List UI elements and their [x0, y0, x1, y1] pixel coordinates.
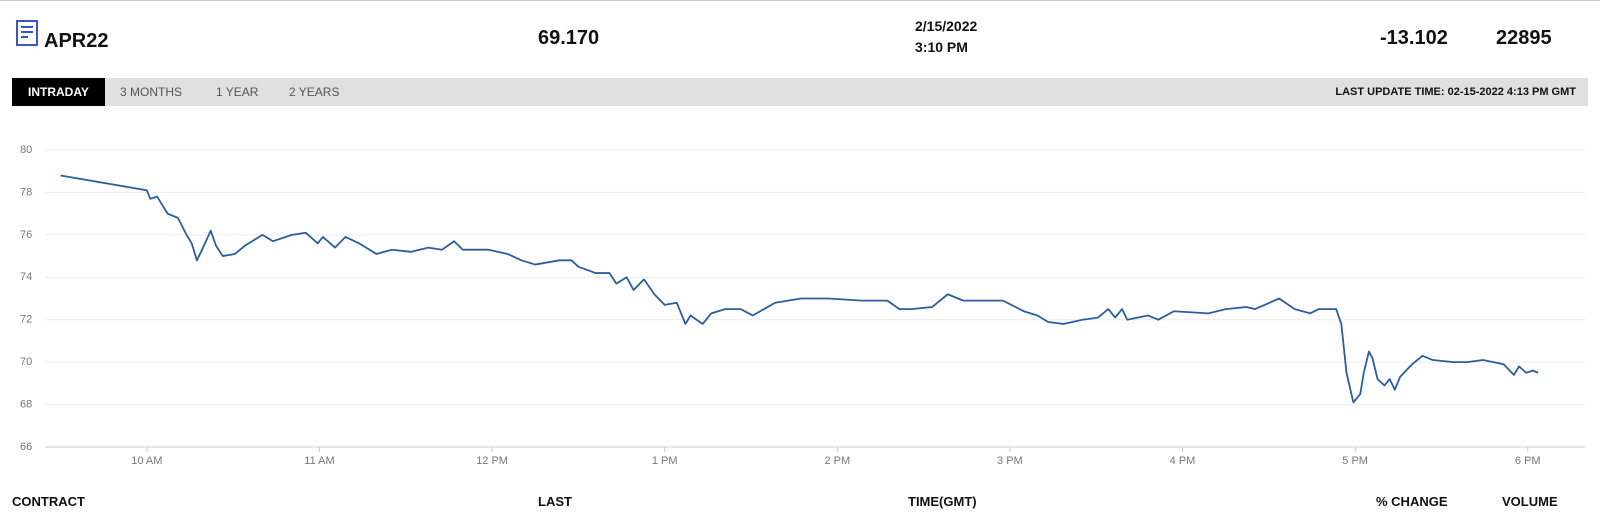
y-tick-label: 66	[20, 441, 32, 453]
x-tick-label: 12 PM	[476, 455, 508, 467]
volume: 22895	[1496, 27, 1552, 49]
tab[interactable]: INTRADAY	[12, 78, 105, 106]
date: 2/15/2022	[915, 18, 978, 34]
x-tick-label: 11 AM	[304, 455, 334, 467]
contract: APR22	[44, 30, 109, 52]
x-tick-label: 3 PM	[997, 455, 1023, 467]
y-tick-label: 78	[20, 186, 32, 198]
time: 3:10 PM	[915, 39, 968, 55]
y-tick-label: 70	[20, 356, 32, 368]
x-tick-label: 1 PM	[652, 455, 678, 467]
y-tick-label: 74	[20, 271, 32, 283]
y-tick-label: 80	[20, 144, 32, 156]
divider	[0, 0, 1600, 1]
price-line	[60, 174, 1539, 404]
tab[interactable]: 1 YEAR	[216, 85, 259, 99]
y-tick-label: 76	[20, 229, 32, 241]
x-tick-label: 6 PM	[1515, 455, 1541, 467]
x-tick-label: 10 AM	[131, 455, 162, 467]
y-tick-label: 68	[20, 398, 32, 410]
column-header: CONTRACT	[12, 494, 85, 509]
last-price: 69.170	[538, 27, 600, 49]
change: -13.102	[1380, 27, 1448, 49]
tab[interactable]: 2 YEARS	[289, 85, 340, 99]
y-tick-label: 72	[20, 314, 32, 326]
x-tick-label: 5 PM	[1342, 455, 1368, 467]
last-update: LAST UPDATE TIME: 02-15-2022 4:13 PM GMT	[1335, 86, 1576, 98]
tab-bar: INTRADAY 3 MONTHS 1 YEAR 2 YEARS LAST UP…	[12, 78, 1588, 106]
column-header: TIME(GMT)	[908, 494, 977, 509]
x-tick-label: 2 PM	[824, 455, 850, 467]
column-header: % CHANGE	[1376, 494, 1448, 509]
column-header: VOLUME	[1502, 494, 1558, 509]
tab[interactable]: 3 MONTHS	[120, 85, 183, 99]
contract-icon	[16, 20, 38, 46]
column-header: LAST	[538, 494, 572, 509]
x-tick-label: 4 PM	[1170, 455, 1196, 467]
